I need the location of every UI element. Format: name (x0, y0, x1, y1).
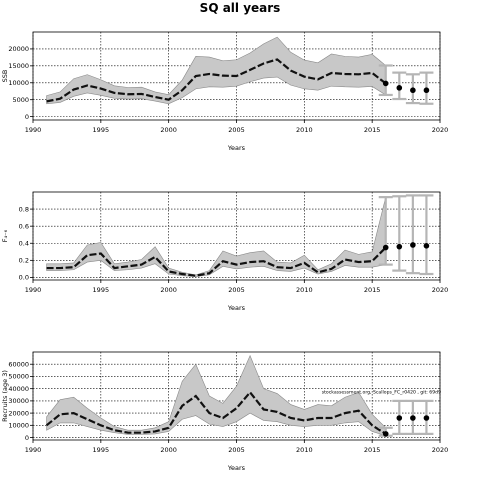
x-tick-label: 2010 (296, 286, 313, 294)
forecast-point (382, 80, 389, 87)
y-tick-label: 5000 (12, 96, 29, 104)
y-tick-label: 20000 (8, 409, 29, 417)
forecast-point (410, 415, 416, 421)
x-tick-label: 1995 (93, 126, 110, 134)
y-tick-label: 60000 (8, 361, 29, 369)
y-tick-label: 0.0 (19, 274, 29, 282)
y-tick-label: 0.6 (19, 222, 29, 230)
y-tick-label: 0 (25, 113, 29, 121)
x-tick-label: 2020 (432, 126, 449, 134)
forecast-point (410, 242, 416, 248)
forecast-point (396, 85, 403, 91)
estimate-line (46, 246, 387, 277)
x-tick-label: 1990 (25, 446, 42, 454)
x-tick-label: 2005 (228, 446, 245, 454)
y-tick-label: 15000 (8, 62, 29, 70)
x-tick-label: 1995 (93, 286, 110, 294)
x-tick-label: 2005 (228, 126, 245, 134)
x-tick-label: 2020 (432, 446, 449, 454)
chart-panel: 1990 1995 2000 2005 2010 2015 2020 0.0 0.2 0.4 0.6… (1, 191, 449, 312)
x-tick-label: 2010 (296, 126, 313, 134)
confidence-band (46, 36, 387, 105)
chart-panel: 1990 1995 2000 2005 2010 2015 2020 0 5000 10000 15… (1, 31, 449, 152)
y-tick-label: 20000 (8, 45, 29, 53)
y-tick-label: 0.8 (19, 205, 29, 213)
y-axis-label: SSB (1, 70, 9, 83)
y-tick-label: 0 (25, 434, 29, 442)
y-tick-label: 40000 (8, 385, 29, 393)
x-tick-label: 2000 (160, 446, 177, 454)
x-tick-label: 2010 (296, 446, 313, 454)
forecast-point (396, 243, 403, 250)
forecast-point (423, 87, 430, 94)
y-axis-label: F₄₋₆ (1, 229, 9, 242)
x-tick-label: 2015 (364, 286, 381, 294)
y-axis-label: Recruits (age 3) (1, 370, 9, 422)
y-tick-label: 30000 (8, 397, 29, 405)
x-axis-label: Years (227, 144, 246, 152)
x-tick-label: 2005 (228, 286, 245, 294)
stamp-annotation: stockassessment.org, Scallops_FC_r0420 ,… (322, 389, 441, 395)
chart-title: SQ all years (199, 1, 281, 15)
y-tick-label: 50000 (8, 373, 29, 381)
x-tick-label: 1990 (25, 286, 42, 294)
forecast-point (382, 431, 389, 437)
y-tick-label: 0.4 (19, 240, 29, 248)
forecast-point (410, 87, 416, 94)
x-tick-label: 1990 (25, 126, 42, 134)
estimate-line (45, 390, 387, 435)
x-axis-label: Years (227, 304, 246, 312)
x-tick-label: 1995 (93, 446, 110, 454)
chart-panel: 1990 1995 2000 2005 2010 2015 2020 0 10000 20000 3… (1, 351, 449, 472)
x-tick-label: 2015 (364, 126, 381, 134)
forecast-point (423, 415, 430, 421)
y-tick-label: 10000 (8, 79, 29, 87)
x-tick-label: 2000 (160, 126, 177, 134)
x-tick-label: 2020 (432, 286, 449, 294)
y-tick-label: 0.2 (19, 257, 29, 265)
x-tick-label: 2000 (160, 286, 177, 294)
forecast-point (396, 415, 403, 421)
forecast-point (382, 244, 389, 251)
forecast-point (423, 243, 430, 249)
x-axis-label: Years (227, 464, 246, 472)
x-tick-label: 2015 (364, 446, 381, 454)
y-tick-label: 10000 (8, 422, 29, 430)
estimate-line (46, 58, 387, 103)
